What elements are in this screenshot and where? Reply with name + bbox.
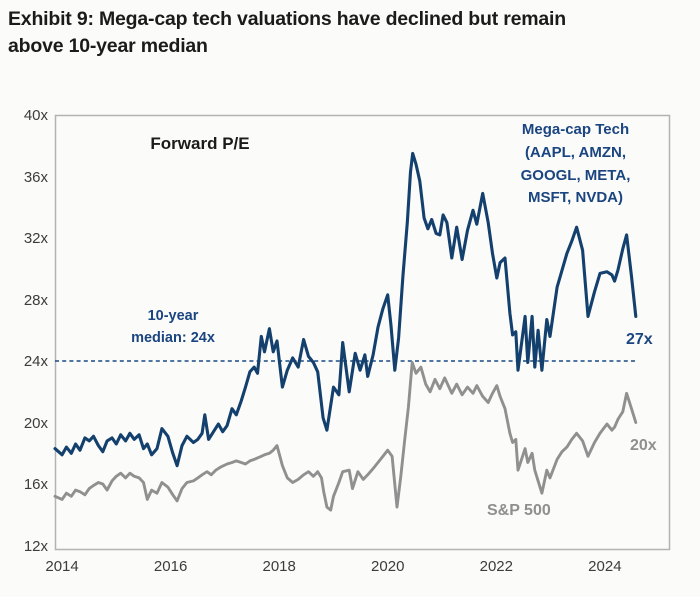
y-tick-label: 36x <box>23 168 48 186</box>
x-tick-label: 2014 <box>45 558 79 575</box>
sp500-line <box>53 361 638 512</box>
x-tick-label: 2016 <box>153 558 188 575</box>
plot-border <box>54 114 671 551</box>
exhibit-title: Exhibit 9: Mega-cap tech valuations have… <box>8 8 566 57</box>
y-tick-label: 28x <box>23 291 48 309</box>
y-tick-label: 12x <box>23 537 48 555</box>
megacap-line <box>53 151 638 468</box>
y-tick-label: 32x <box>23 230 48 247</box>
chart-subtitle: Forward P/E <box>150 134 250 153</box>
y-tick-label: 20x <box>23 414 48 432</box>
x-tick-label: 2018 <box>262 558 296 575</box>
y-tick-label: 40x <box>23 107 48 124</box>
sp500-end-value: 20x <box>630 437 657 454</box>
megacap-legend: Mega-cap Tech (AAPL, AMZN, GOOGL, META, … <box>520 121 631 207</box>
sp500-label: S&P 500 <box>487 502 551 519</box>
y-tick-label: 24x <box>23 353 48 370</box>
x-tick-label: 2022 <box>479 558 513 575</box>
x-tick-label: 2024 <box>588 558 622 575</box>
megacap-end-value: 27x <box>626 331 653 348</box>
x-tick-label: 2020 <box>371 558 405 575</box>
y-tick-label: 16x <box>23 476 48 493</box>
median-annotation: 10-year median: 24x <box>131 308 215 346</box>
